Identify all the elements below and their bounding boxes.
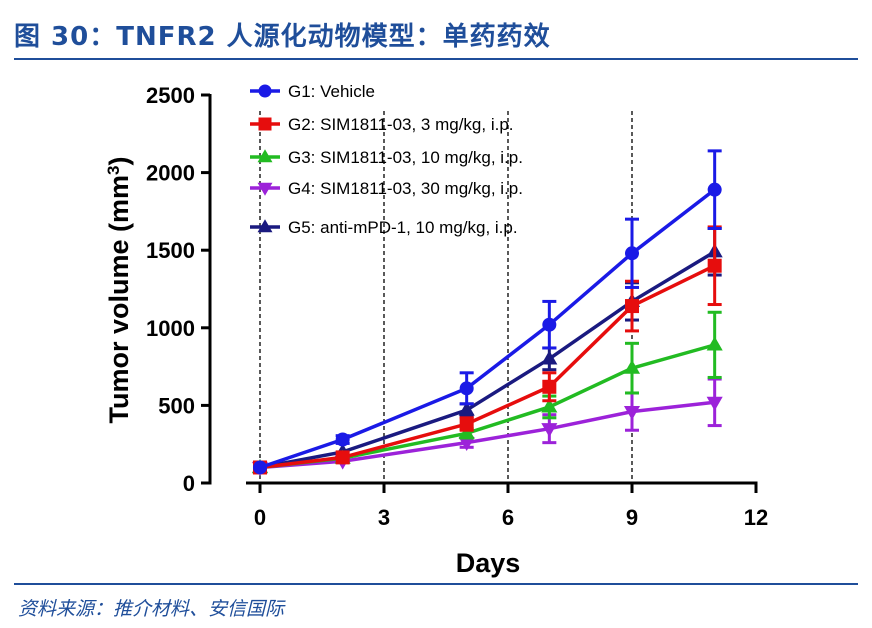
legend-item-5: G5: anti-mPD-1, 10 mg/kg, i.p. <box>250 218 518 237</box>
series-line <box>259 188 716 470</box>
series-line <box>259 400 715 470</box>
series-5 <box>251 226 723 474</box>
legend-label: G4: SIM1811-03, 30 mg/kg, i.p. <box>288 179 523 198</box>
legend-item-1: G1: Vehicle <box>250 82 375 101</box>
y-tick-label: 1000 <box>146 316 195 341</box>
data-point <box>707 258 722 273</box>
x-axis-label: Days <box>456 548 521 578</box>
y-tick-label: 0 <box>183 471 195 496</box>
legend-label: G3: SIM1811-03, 10 mg/kg, i.p. <box>288 148 523 167</box>
data-point <box>541 398 558 413</box>
legend-marker <box>257 149 273 163</box>
series-1 <box>253 149 722 475</box>
y-axis-label-close: ) <box>104 157 134 166</box>
data-point <box>623 359 641 374</box>
data-point <box>541 350 558 365</box>
y-axis-label-superscript: 3 <box>104 166 123 175</box>
data-point <box>459 381 474 396</box>
x-tick-label: 6 <box>502 505 514 530</box>
y-tick-label: 1500 <box>146 238 195 263</box>
y-axis-label: Tumor volume (mm3) <box>104 157 135 424</box>
y-tick-label: 500 <box>158 393 195 418</box>
series-2 <box>253 225 722 475</box>
y-tick-label: 2500 <box>146 83 195 108</box>
figure-title: 图 30：TNFR2 人源化动物模型：单药药效 <box>14 22 551 52</box>
legend-marker <box>257 219 273 233</box>
legend: G1: Vehicle G2: SIM1811-03, 3 mg/kg, i.p.… <box>250 82 523 237</box>
data-point <box>458 401 475 416</box>
data-point <box>335 432 350 447</box>
x-tick-label: 9 <box>626 505 638 530</box>
legend-item-4: G4: SIM1811-03, 30 mg/kg, i.p. <box>250 179 523 198</box>
data-point <box>542 317 557 332</box>
legend-marker <box>258 84 272 98</box>
data-point <box>541 423 558 438</box>
data-point <box>459 417 474 432</box>
legend-label: G1: Vehicle <box>288 82 375 101</box>
series-layer <box>251 149 723 476</box>
series-line <box>259 343 716 470</box>
x-tick-label: 0 <box>254 505 266 530</box>
series-line <box>259 250 716 470</box>
data-point <box>335 450 350 465</box>
legend-marker <box>257 182 273 196</box>
data-point <box>706 396 723 411</box>
legend-label: G5: anti-mPD-1, 10 mg/kg, i.p. <box>288 218 518 237</box>
axes: 0 500 1000 1500 2000 2500 0 3 6 9 12 <box>146 83 768 530</box>
data-point <box>253 460 267 475</box>
data-point <box>623 406 641 421</box>
legend-label: G2: SIM1811-03, 3 mg/kg, i.p. <box>288 115 514 134</box>
top-rule <box>14 58 858 60</box>
series-line <box>259 264 716 470</box>
y-axis-label-text: Tumor volume (mm <box>104 175 134 424</box>
x-tick-label: 12 <box>744 505 768 530</box>
legend-item-3: G3: SIM1811-03, 10 mg/kg, i.p. <box>250 148 523 167</box>
data-point <box>458 424 475 439</box>
data-point <box>625 246 639 261</box>
source-note: 资料来源：推介材料、安信国际 <box>18 598 285 620</box>
legend-item-2: G2: SIM1811-03, 3 mg/kg, i.p. <box>250 115 514 134</box>
y-tick-label: 2000 <box>146 161 195 186</box>
bottom-rule <box>14 583 858 585</box>
data-point <box>542 379 557 394</box>
data-point <box>625 299 639 314</box>
x-tick-label: 3 <box>378 505 390 530</box>
data-point <box>458 437 475 452</box>
data-point <box>707 182 722 197</box>
legend-marker <box>258 117 272 131</box>
data-point <box>706 336 723 351</box>
series-3 <box>251 310 723 474</box>
